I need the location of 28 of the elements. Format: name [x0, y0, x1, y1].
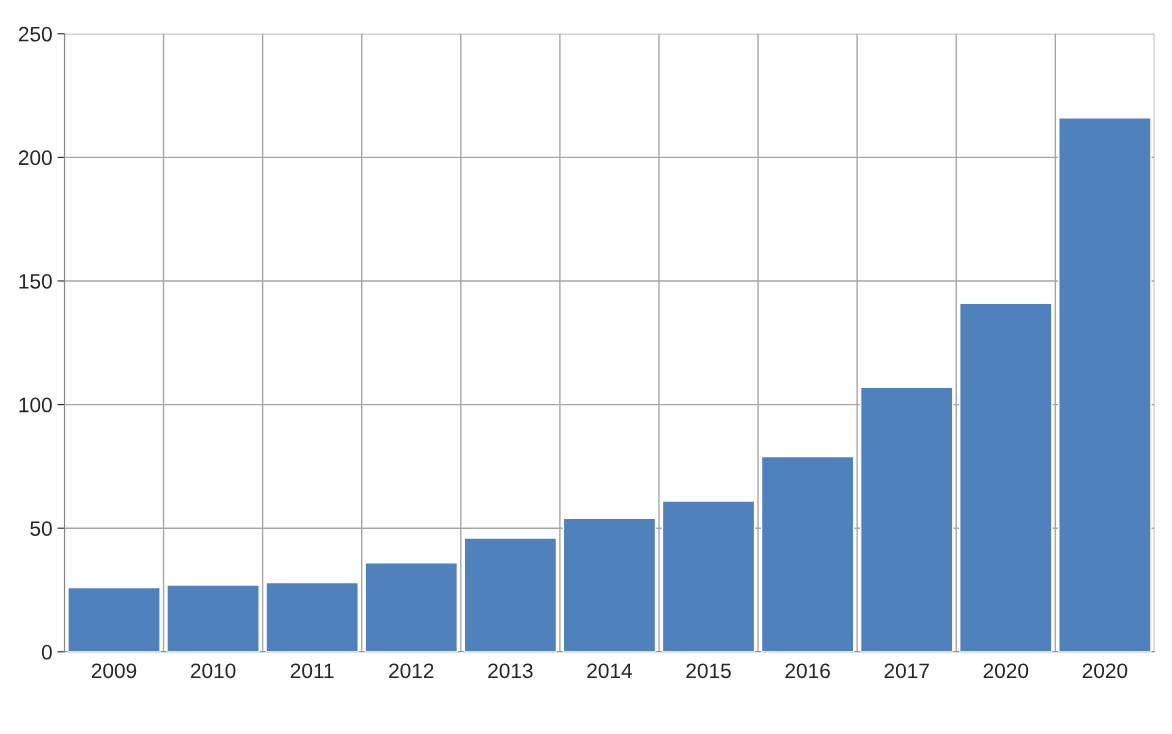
bar: [1058, 117, 1152, 652]
bar: [265, 581, 359, 652]
bar: [859, 386, 954, 652]
bar: [67, 586, 161, 652]
x-tick-label: 2020: [983, 663, 1029, 679]
x-tick-label: 2017: [884, 663, 929, 679]
bar: [463, 537, 558, 652]
x-tick-label: 2014: [587, 663, 633, 679]
x-tick-label: 2010: [190, 663, 236, 679]
y-tick-label: 150: [19, 273, 52, 289]
bar: [661, 500, 756, 652]
bar: [166, 584, 260, 652]
x-tick-label: 2011: [290, 663, 334, 679]
y-tick-label: 200: [18, 150, 52, 166]
bar: [760, 455, 855, 652]
y-tick-label: 0: [41, 644, 52, 660]
x-tick-label: 2009: [91, 663, 137, 679]
x-tick-label: 2012: [389, 663, 434, 679]
bar: [562, 517, 657, 652]
bar: [364, 562, 459, 652]
x-tick-label: 2020: [1082, 663, 1128, 679]
y-tick-label: 250: [18, 26, 52, 42]
x-tick-label: 2013: [488, 663, 533, 679]
y-tick-label: 50: [30, 521, 52, 536]
x-tick-label: 2016: [785, 663, 830, 679]
y-tick-label: 100: [19, 397, 52, 413]
bar: [959, 302, 1053, 652]
x-tick-label: 2015: [686, 663, 731, 679]
